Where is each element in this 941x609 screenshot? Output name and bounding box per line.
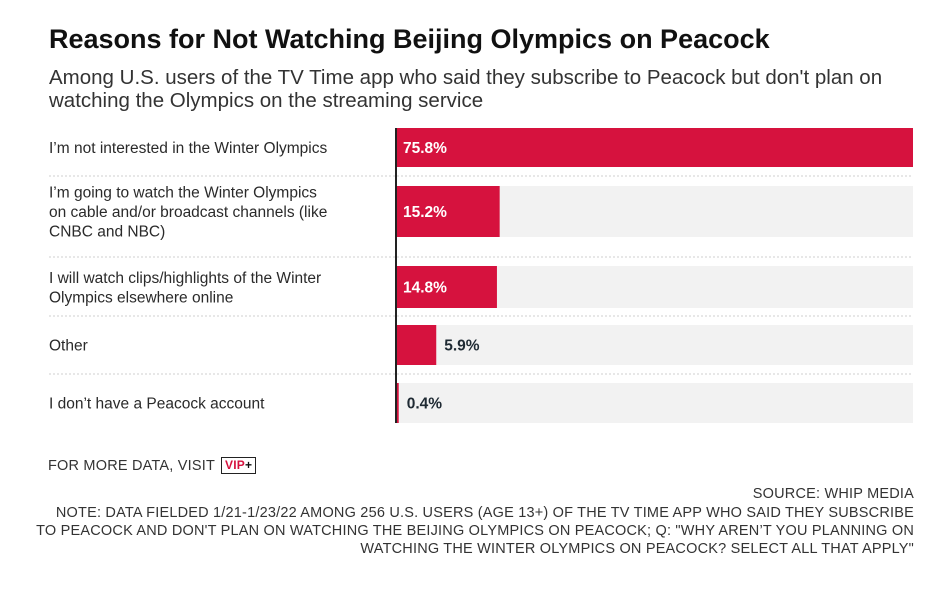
vip-logo-plus: + [244,458,253,472]
category-label-line: I don’t have a Peacock account [49,396,265,413]
bar-track [396,383,913,423]
bar [396,128,913,167]
bar [396,383,399,423]
bar [396,266,497,308]
note-text: NOTE: DATA FIELDED 1/21-1/23/22 AMONG 25… [36,505,914,557]
category-label-line: Other [49,338,88,355]
bar-value-label: 5.9% [444,338,480,355]
category-label: I will watch clips/highlights of the Win… [49,270,321,307]
bar-value-label: 75.8% [403,140,447,157]
category-label-line: on cable and/or broadcast channels (like [49,204,327,221]
category-label: I’m not interested in the Winter Olympic… [49,140,327,157]
category-label: Other [49,338,88,355]
category-label-line: Olympics elsewhere online [49,289,233,306]
vip-plus-logo[interactable]: VIP + [221,457,257,474]
bar-value-label: 14.8% [403,280,447,297]
bar-track [396,325,913,365]
category-label: I don’t have a Peacock account [49,396,265,413]
more-data-text: FOR MORE DATA, VISIT [48,457,215,474]
chart-subtitle: Among U.S. users of the TV Time app who … [49,66,883,112]
bar-value-label: 15.2% [403,204,447,221]
category-label-line: I’m not interested in the Winter Olympic… [49,140,327,157]
vip-logo-text: VIP [225,458,245,472]
category-label: I’m going to watch the Winter Olympics on… [49,185,327,241]
bar [396,325,437,365]
source-text: SOURCE: WHIP MEDIA [752,486,914,502]
category-label-line: CNBC and NBC) [49,224,165,241]
category-label-line: I’m going to watch the Winter Olympics [49,185,317,202]
more-data-line: FOR MORE DATA, VISIT VIP + [48,457,257,474]
category-label-line: I will watch clips/highlights of the Win… [49,270,321,287]
bar-chart: 75.8% I’m not interested in the Winter Ol… [49,128,913,423]
chart-title: Reasons for Not Watching Beijing Olympic… [49,24,770,54]
bar [396,186,500,237]
bar-value-label: 0.4% [407,396,443,413]
